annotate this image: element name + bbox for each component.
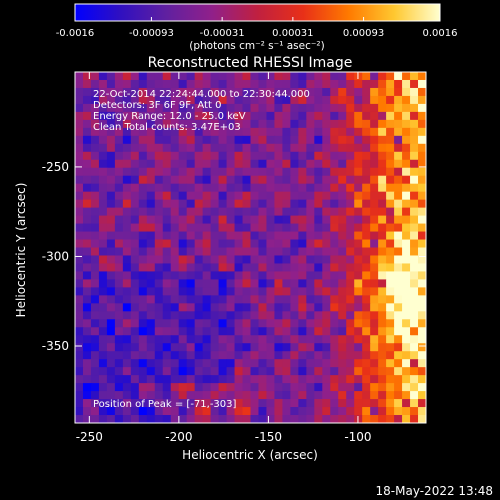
colorbar-tick-label: -0.00031 xyxy=(200,28,245,39)
x-axis: -250 -200 -150 -100 xyxy=(76,72,372,444)
annotation-line: Clean Total counts: 3.47E+03 xyxy=(93,122,241,133)
heatmap-image xyxy=(75,72,426,423)
footer-timestamp: 18-May-2022 13:48 xyxy=(376,484,493,498)
colorbar-tick-label: 0.00031 xyxy=(272,28,313,39)
colorbar-bar xyxy=(74,3,441,22)
x-tick-label: -200 xyxy=(165,430,192,444)
x-tick-label: -100 xyxy=(344,430,371,444)
colorbar-tick-label: 0.00093 xyxy=(343,28,384,39)
y-axis-label: Heliocentric Y (arcsec) xyxy=(14,183,28,318)
y-tick-label: -250 xyxy=(42,160,69,174)
peak-label: Position of Peak = [-71,-303] xyxy=(93,399,237,410)
chart-title: Reconstructed RHESSI Image xyxy=(148,55,353,71)
annotations: 22-Oct-2014 22:24:44.000 to 22:30:44.000… xyxy=(93,89,310,133)
colorbar-tick-label: 0.0016 xyxy=(423,28,458,39)
colorbar-tick-label: -0.0016 xyxy=(56,28,95,39)
colorbar-tick-label: -0.00093 xyxy=(129,28,174,39)
x-tick-label: -150 xyxy=(255,430,282,444)
y-tick-label: -350 xyxy=(42,339,69,353)
annotation-line: Detectors: 3F 6F 9F, Att 0 xyxy=(93,100,221,111)
plot-frame xyxy=(74,71,427,424)
colorbar-units: (photons cm⁻² s⁻¹ asec⁻²) xyxy=(189,40,324,52)
annotation-line: 22-Oct-2014 22:24:44.000 to 22:30:44.000 xyxy=(93,89,310,100)
y-axis: -250 -300 -350 xyxy=(42,160,426,353)
x-tick-label: -250 xyxy=(76,430,103,444)
annotation-line: Energy Range: 12.0 - 25.0 keV xyxy=(93,111,246,122)
x-axis-label: Heliocentric X (arcsec) xyxy=(182,448,318,462)
y-tick-label: -300 xyxy=(42,249,69,263)
colorbar-ticks: -0.0016 -0.00093 -0.00031 0.00031 0.00093 0.0… xyxy=(56,17,458,39)
colorbar: -0.0016 -0.00093 -0.00031 0.00031 0.00093 0.0… xyxy=(56,3,458,52)
